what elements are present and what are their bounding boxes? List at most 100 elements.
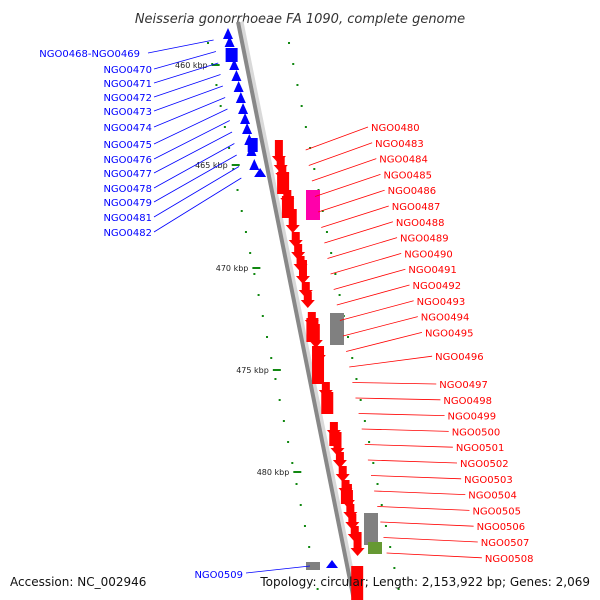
sequence-backbone [236, 21, 360, 600]
gene-label-right[interactable]: NGO0507 [481, 538, 530, 549]
gene-label-right[interactable]: NGO0502 [460, 459, 509, 470]
gene-arrow-left-strand [229, 59, 240, 70]
gene-label-right[interactable]: NGO0501 [456, 443, 505, 454]
guide-dot [384, 525, 387, 527]
gene-arrow-right-strand [285, 225, 300, 233]
guide-dot [215, 84, 218, 86]
gene-label-right[interactable]: NGO0488 [396, 218, 445, 229]
gene-label-left[interactable]: NGO0478 [103, 184, 152, 195]
gene-label-left[interactable]: NGO0476 [103, 155, 152, 166]
gene-arrow-left-strand [235, 92, 246, 103]
gene-labels[interactable]: NGO0468-NGO0469 NGO0470 NGO0471 NGO0472 NGO0… [39, 49, 533, 581]
gene-label-left[interactable]: NGO0470 [103, 65, 152, 76]
gene-arrow-left-strand [242, 123, 253, 134]
gene-label-left[interactable]: NGO0482 [103, 228, 152, 239]
gene-label-right[interactable]: NGO0492 [413, 281, 462, 292]
gene-arrow-left-strand [231, 70, 242, 81]
gene-label-left[interactable]: NGO0472 [103, 93, 152, 104]
gene-label-right[interactable]: NGO0496 [435, 352, 484, 363]
gene-label-right[interactable]: NGO0499 [448, 412, 497, 423]
gene-label-right[interactable]: NGO0485 [383, 170, 432, 181]
gene-arrow-left-strand [224, 36, 235, 47]
leader-line [153, 154, 237, 203]
feature-block-magenta [306, 190, 320, 220]
gene-body-right-strand [321, 382, 330, 392]
kbp-label: 475 kbp [236, 366, 269, 375]
gene-arrow-right-strand [300, 300, 315, 308]
gene-body-right-strand [335, 452, 344, 462]
gene-label-right[interactable]: NGO0486 [388, 186, 437, 197]
guide-dot [347, 336, 350, 338]
guide-dot [292, 63, 295, 65]
guide-dot [338, 294, 341, 296]
gene-label-left[interactable]: NGO0475 [103, 140, 152, 151]
genome-summary-text: Topology: circular; Length: 2,153,922 bp… [259, 575, 590, 589]
gene-body-right-strand [276, 157, 285, 167]
guide-dot [359, 399, 362, 401]
guide-dot [363, 420, 366, 422]
guide-dot [380, 504, 383, 506]
gene-arrow-left-strand [254, 168, 267, 177]
gene-label-right[interactable]: NGO0508 [485, 554, 534, 565]
gene-label-right[interactable]: NGO0503 [464, 475, 513, 486]
leader-line [355, 397, 441, 401]
leader-line [308, 142, 373, 166]
guide-dot [257, 294, 260, 296]
gene-label-right[interactable]: NGO0484 [379, 155, 428, 166]
leader-line [153, 62, 219, 84]
gene-label-bottom[interactable]: NGO0509 [194, 570, 243, 581]
leader-line [153, 131, 233, 174]
gene-block-right-strand [340, 490, 353, 504]
guide-dot [316, 588, 319, 590]
gene-block-left-strand [225, 48, 238, 62]
gene-label-right[interactable]: NGO0493 [417, 297, 466, 308]
guide-dot [266, 336, 269, 338]
gene-label-right[interactable]: NGO0495 [425, 328, 474, 339]
leader-line [153, 108, 228, 145]
gene-label-left[interactable]: NGO0474 [103, 123, 152, 134]
gene-body-right-strand [278, 165, 287, 175]
leader-line [324, 221, 394, 244]
guide-dot [304, 126, 307, 128]
leader-line [153, 97, 226, 128]
gene-label-right[interactable]: NGO0504 [468, 491, 517, 502]
gene-label-right[interactable]: NGO0497 [439, 380, 488, 391]
gene-label-right[interactable]: NGO0480 [371, 123, 420, 134]
gene-label-left[interactable]: NGO0471 [103, 79, 152, 90]
gene-label-right[interactable]: NGO0506 [477, 522, 526, 533]
guide-dot [287, 441, 290, 443]
gene-label-right[interactable]: NGO0483 [375, 139, 424, 150]
gene-label-right[interactable]: NGO0487 [392, 202, 441, 213]
leader-line [330, 253, 402, 275]
guide-dot [236, 189, 239, 191]
gene-label-right[interactable]: NGO0500 [452, 427, 501, 438]
kbp-label: 470 kbp [216, 264, 249, 273]
gene-label-left[interactable]: NGO0481 [103, 213, 152, 224]
gene-label-right[interactable]: NGO0494 [421, 313, 470, 324]
leader-line [153, 120, 230, 160]
kbp-label: 480 kbp [257, 468, 290, 477]
guide-dot [299, 504, 302, 506]
gene-label-right[interactable]: NGO0505 [472, 506, 521, 517]
guide-dot [288, 42, 291, 44]
gene-body-right-strand [283, 190, 292, 200]
leader-line [318, 189, 385, 213]
gene-features [223, 28, 382, 600]
feature-block-grey [306, 562, 320, 570]
gene-arrow-left-strand [326, 560, 338, 568]
gene-label-right[interactable]: NGO0490 [404, 249, 453, 260]
gene-label-right[interactable]: NGO0498 [443, 396, 492, 407]
guide-dot [351, 357, 354, 359]
gene-label-right[interactable]: NGO0489 [400, 234, 449, 245]
guide-dot [376, 483, 379, 485]
gene-label-left[interactable]: NGO0468-NGO0469 [39, 49, 140, 60]
gene-label-right[interactable]: NGO0491 [408, 265, 457, 276]
gene-label-left[interactable]: NGO0479 [103, 198, 152, 209]
gene-arrow-left-strand [249, 159, 260, 170]
guide-dot [282, 420, 285, 422]
guide-dot [389, 546, 392, 548]
gene-label-left[interactable]: NGO0473 [103, 107, 152, 118]
gene-block-right-strand [351, 566, 364, 600]
gene-label-left[interactable]: NGO0477 [103, 169, 152, 180]
leader-line [371, 475, 462, 480]
